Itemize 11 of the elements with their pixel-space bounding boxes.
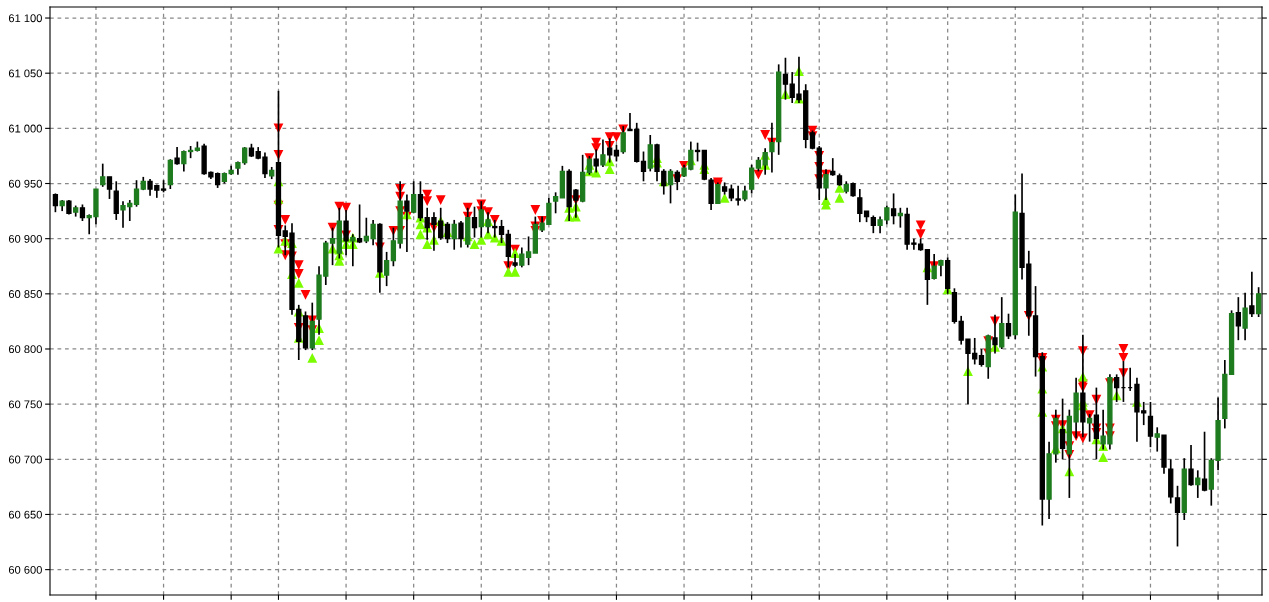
- y-tick-label: 60 750: [8, 400, 42, 409]
- y-tick-label: 60 650: [8, 510, 42, 519]
- y-tick-label: 61 000: [8, 124, 42, 133]
- y-tick-label: 60 800: [8, 345, 42, 354]
- y-tick-label: 60 700: [8, 455, 42, 464]
- y-tick-label: 61 100: [8, 14, 42, 23]
- y-tick-label: 61 050: [8, 69, 42, 78]
- y-tick-label: 60 950: [8, 179, 42, 188]
- y-tick-label: 60 850: [8, 290, 42, 298]
- y-tick-label: 60 600: [8, 565, 42, 574]
- y-tick-label: 60 900: [8, 234, 42, 243]
